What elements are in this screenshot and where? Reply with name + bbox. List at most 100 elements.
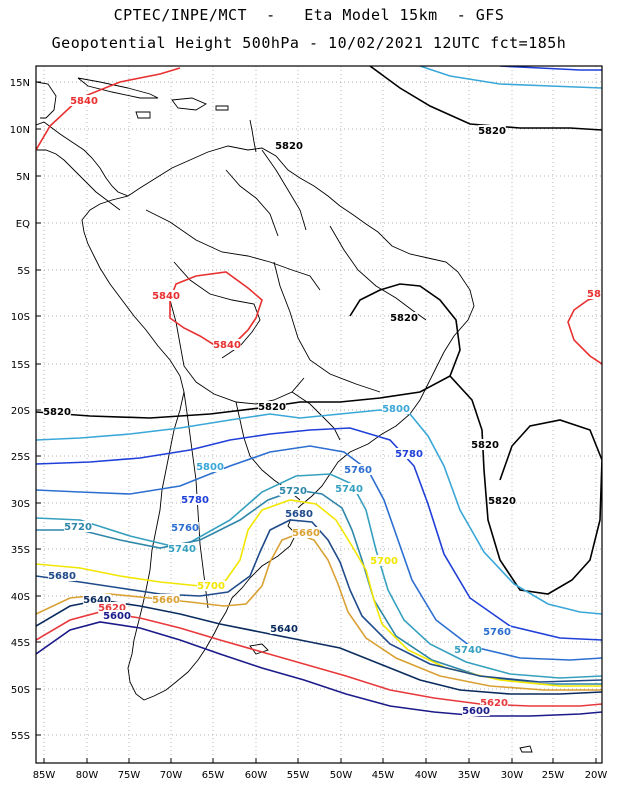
contour-label: 5840 [213, 340, 241, 351]
lon-tick-label: 25W [542, 770, 565, 781]
contour-5820-loop [449, 375, 602, 595]
axis-ticks: 15N 10N 5N EQ 5S 10S 15S 20S 25S 30S 35S 40S 45S 50S 5… [10, 78, 608, 781]
contour-label-bg [488, 495, 516, 506]
contour-5820-north [369, 66, 602, 131]
yucatan [36, 81, 57, 119]
contour-label: 5760 [171, 523, 199, 534]
central-america-coast [36, 121, 129, 197]
lon-tick-label: 60W [245, 770, 268, 781]
south-georgia [519, 745, 533, 753]
lat-tick-label: 25S [11, 452, 30, 463]
contour-label: 5820 [478, 126, 506, 137]
contour-label: 5640 [83, 595, 111, 606]
contour-label: 5720 [279, 486, 307, 497]
contour-label-bg [83, 594, 111, 605]
contour-label: 5840 [152, 291, 180, 302]
border-1 [145, 209, 321, 291]
lat-tick-label: 55S [11, 731, 30, 742]
contour-label-bg [478, 125, 506, 136]
hispaniola [171, 97, 207, 111]
contour-label-bg [275, 140, 303, 151]
contour-label-bg [344, 464, 372, 475]
lon-tick-label: 55W [287, 770, 310, 781]
border-8 [329, 225, 427, 321]
lat-tick-label: 35S [11, 545, 30, 556]
contour-label-bg [48, 570, 76, 581]
contour-label: 5780 [181, 495, 209, 506]
contour-5720 [36, 489, 602, 685]
contour-label-bg [98, 602, 126, 613]
border-7 [273, 261, 381, 393]
contour-label-bg [43, 406, 71, 417]
lon-tick-label: 30W [501, 770, 524, 781]
falklands [249, 643, 269, 655]
contour-labels: 5840 5820 5820 5840 5840 5820 5820 5820 5800 5780… [43, 95, 602, 717]
lat-tick-label: 20S [11, 406, 30, 417]
lon-tick-label: 80W [76, 770, 99, 781]
contour-5840-east [567, 295, 602, 365]
contour-5780-south [36, 427, 602, 641]
contour-label-bg [483, 626, 511, 637]
contour-label-bg [285, 508, 313, 519]
border-2 [173, 261, 261, 359]
lat-tick-label: 40S [11, 592, 30, 603]
contour-label: 58 [587, 289, 601, 300]
contour-label: 5820 [275, 141, 303, 152]
lat-tick-label: 45S [11, 638, 30, 649]
contour-label: 5820 [258, 402, 286, 413]
lon-tick-label: 35W [458, 770, 481, 781]
contour-label-bg [270, 623, 298, 634]
contour-label: 5840 [70, 96, 98, 107]
border-10 [261, 149, 307, 231]
contour-5700 [36, 499, 602, 687]
contour-label: 5760 [344, 465, 372, 476]
chart-title: CPTEC/INPE/MCT - Eta Model 15km - GFS [113, 6, 505, 24]
contour-label-bg [70, 95, 98, 106]
contour-label-bg [181, 494, 209, 505]
contour-label: 5740 [168, 544, 196, 555]
contour-label: 5820 [471, 440, 499, 451]
contour-5840-amazon [169, 271, 263, 347]
contour-label-bg [462, 705, 490, 716]
contour-5840-north [36, 67, 181, 151]
jamaica [135, 111, 151, 119]
lat-tick-label: 15N [10, 78, 30, 89]
contour-label: 5620 [98, 603, 126, 614]
lon-tick-label: 45W [372, 770, 395, 781]
contour-label-bg [382, 403, 410, 414]
lat-tick-label: 10N [10, 125, 30, 136]
contour-label-bg [168, 543, 196, 554]
lon-tick-label: 75W [118, 770, 141, 781]
contour-label-bg [64, 521, 92, 532]
contour-5620 [36, 611, 602, 707]
contour-label-bg [196, 461, 224, 472]
contour-label-bg [213, 339, 241, 350]
lat-tick-label: EQ [16, 219, 30, 230]
contour-label-bg [152, 594, 180, 605]
lat-tick-label: 30S [11, 499, 30, 510]
contour-label: 5740 [335, 484, 363, 495]
contour-label: 5660 [152, 595, 180, 606]
puerto-rico [215, 105, 229, 111]
contour-label: 5800 [196, 462, 224, 473]
central-america-pacific [36, 149, 121, 211]
lat-tick-label: 5S [17, 266, 30, 277]
contour-label: 5720 [64, 522, 92, 533]
lon-tick-label: 65W [202, 770, 225, 781]
lat-tick-label: 5N [16, 172, 30, 183]
contour-label-bg [370, 555, 398, 566]
border-3 [169, 299, 305, 405]
lon-tick-label: 85W [33, 770, 56, 781]
contour-5800 [419, 66, 602, 89]
lon-tick-label: 50W [330, 770, 353, 781]
gridlines [36, 66, 602, 763]
contour-label: 5700 [370, 556, 398, 567]
contour-label-bg [103, 610, 131, 621]
contour-label: 5600 [462, 706, 490, 717]
lesser-antilles [249, 119, 257, 153]
contour-label-bg [171, 522, 199, 533]
contour-5780 [499, 66, 602, 71]
contour-label-bg [454, 644, 482, 655]
lat-tick-label: 15S [11, 360, 30, 371]
